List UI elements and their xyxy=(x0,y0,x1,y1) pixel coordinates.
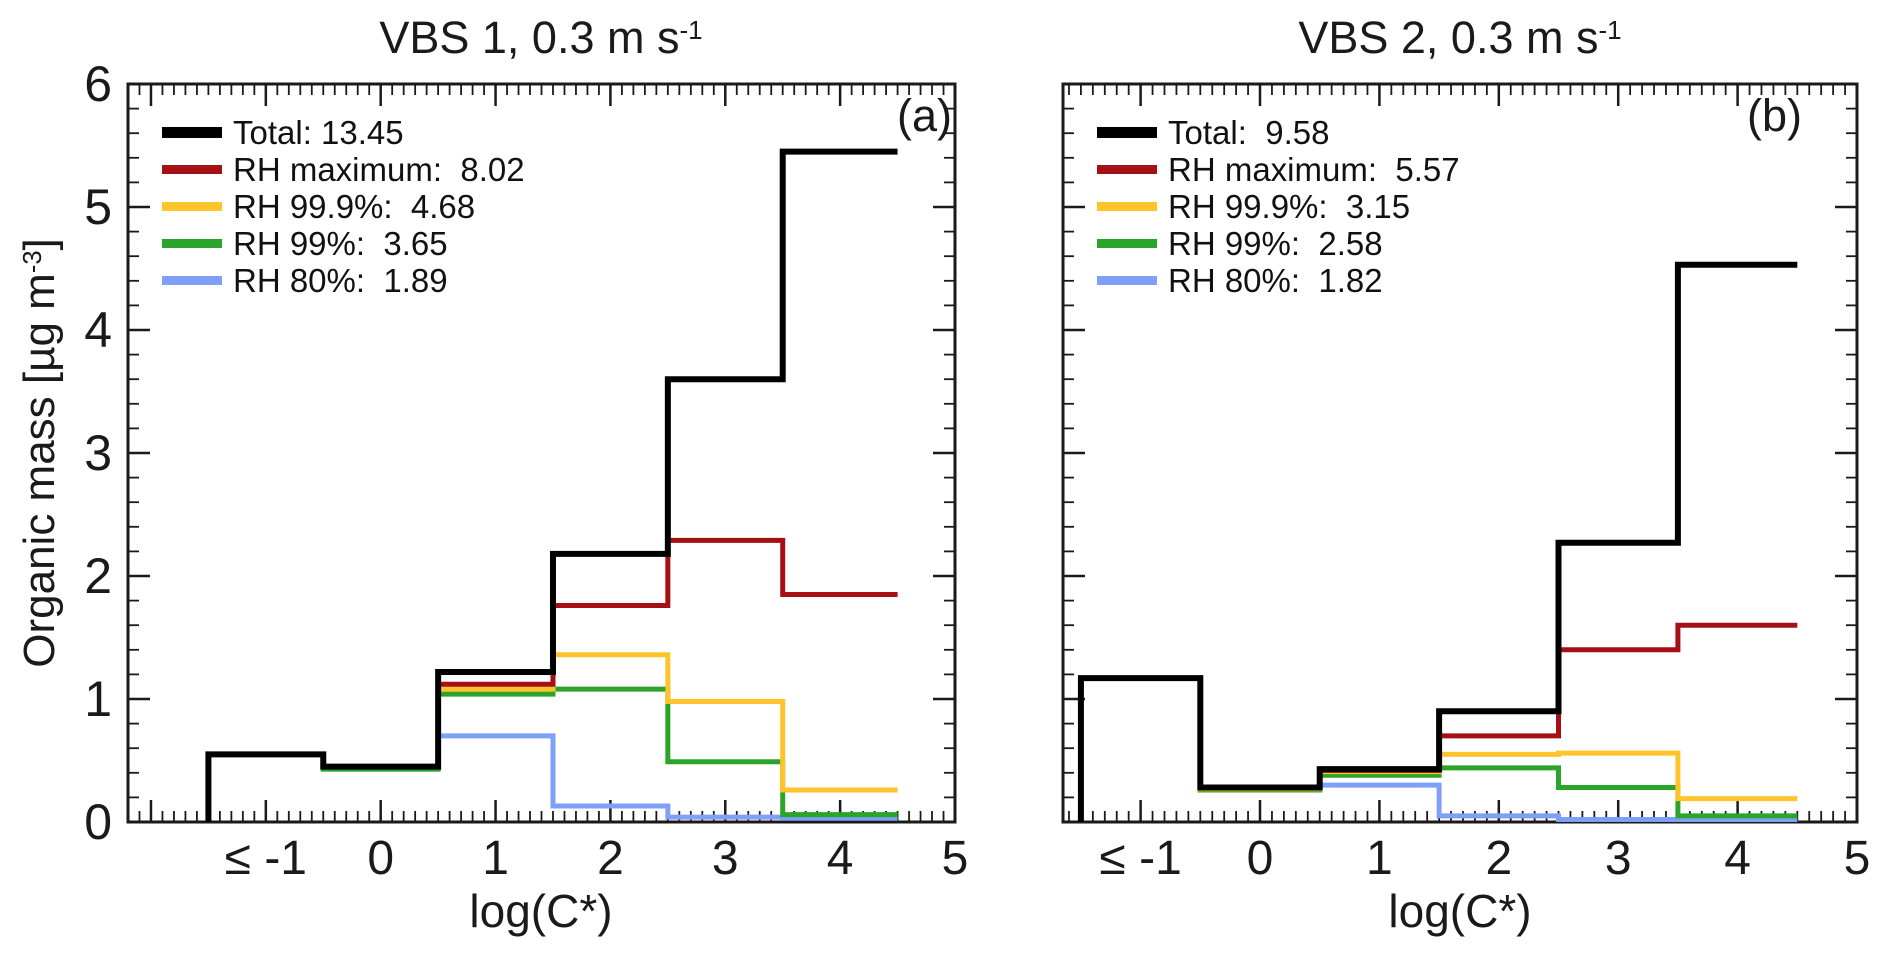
legend-item: RH maximum: 5.57 xyxy=(1097,151,1460,188)
panel-a-title: VBS 1, 0.3 m s-1 xyxy=(379,12,703,63)
panel-a-letter: (a) xyxy=(897,90,952,141)
legend-swatch-rh-99.9- xyxy=(162,202,222,211)
legend-item: RH 99.9%: 4.68 xyxy=(162,188,525,225)
x-tick-label: 2 xyxy=(597,832,624,885)
x-tick-label: 3 xyxy=(1605,832,1632,885)
legend-item: RH 99%: 3.65 xyxy=(162,225,525,262)
y-tick-label: 5 xyxy=(84,179,112,235)
x-tick-label: 4 xyxy=(1724,832,1751,885)
legend-swatch-rh-80- xyxy=(162,276,222,285)
y-tick-label: 3 xyxy=(84,425,112,481)
legend-item: RH 80%: 1.89 xyxy=(162,262,525,299)
panel-b-x-axis-label: log(C*) xyxy=(1388,885,1532,937)
x-tick-label: 5 xyxy=(942,832,969,885)
x-tick-label: ≤ -1 xyxy=(1099,832,1181,885)
legend-swatch-rh-80- xyxy=(1097,276,1157,285)
legend-label: RH 80%: 1.82 xyxy=(1168,261,1383,299)
legend-label: RH 99.9%: 3.15 xyxy=(1168,187,1411,225)
legend-label: RH 80%: 1.89 xyxy=(233,261,448,299)
x-tick-label: 0 xyxy=(1247,832,1274,885)
legend-label: RH 99.9%: 4.68 xyxy=(233,187,476,225)
legend-item: RH 99%: 2.58 xyxy=(1097,225,1460,262)
legend-item: Total: 13.45 xyxy=(162,114,525,151)
legend-label: Total: 9.58 xyxy=(1168,113,1330,151)
legend-label: Total: 13.45 xyxy=(233,113,404,151)
legend-label: RH maximum: 5.57 xyxy=(1168,150,1460,188)
legend-swatch-rh-99- xyxy=(1097,239,1157,248)
x-tick-label: 5 xyxy=(1844,832,1871,885)
panel-b-legend: Total: 9.58 RH maximum: 5.57 RH 99.9%: 3.1… xyxy=(1097,114,1460,299)
series-line-total xyxy=(205,148,898,822)
legend-item: RH maximum: 8.02 xyxy=(162,151,525,188)
y-tick-label: 1 xyxy=(84,671,112,727)
x-tick-label: 4 xyxy=(827,832,854,885)
panel-b-letter: (b) xyxy=(1747,90,1802,141)
x-tick-label: ≤ -1 xyxy=(225,832,307,885)
legend-swatch-rh-99.9- xyxy=(1097,202,1157,211)
legend-label: RH maximum: 8.02 xyxy=(233,150,525,188)
y-tick-label: 0 xyxy=(84,794,112,850)
title-superscript: -1 xyxy=(1598,15,1622,46)
series-line-total xyxy=(1077,261,1798,822)
x-tick-label: 1 xyxy=(482,832,509,885)
panel-a-legend: Total: 13.45 RH maximum: 8.02 RH 99.9%: 4.… xyxy=(162,114,525,299)
y-tick-label: 6 xyxy=(84,56,112,112)
title-superscript: -1 xyxy=(679,15,703,46)
legend-item: Total: 9.58 xyxy=(1097,114,1460,151)
x-tick-label: 0 xyxy=(367,832,394,885)
panel-b-title: VBS 2, 0.3 m s-1 xyxy=(1298,12,1622,63)
series-line-rh-80 xyxy=(205,733,898,822)
y-axis-label: Organic mass [µg m-3] xyxy=(15,238,64,668)
y-tick-label: 4 xyxy=(84,302,112,358)
axis-frame xyxy=(1061,82,1859,824)
panel-a-x-axis-label: log(C*) xyxy=(469,885,613,937)
legend-swatch-rh-maximum xyxy=(162,165,222,174)
y-tick-label: 2 xyxy=(84,548,112,604)
x-tick-label: 1 xyxy=(1366,832,1393,885)
legend-swatch-rh-maximum xyxy=(1097,165,1157,174)
ylabel-superscript: -3 xyxy=(18,250,47,274)
legend-swatch-total xyxy=(162,127,222,138)
x-tick-label: 3 xyxy=(712,832,739,885)
legend-item: RH 99.9%: 3.15 xyxy=(1097,188,1460,225)
axis-frame xyxy=(126,82,957,824)
legend-label: RH 99%: 3.65 xyxy=(233,224,448,262)
legend-label: RH 99%: 2.58 xyxy=(1168,224,1383,262)
legend-swatch-rh-99- xyxy=(162,239,222,248)
legend-item: RH 80%: 1.82 xyxy=(1097,262,1460,299)
legend-swatch-total xyxy=(1097,127,1157,138)
x-tick-label: 2 xyxy=(1485,832,1512,885)
